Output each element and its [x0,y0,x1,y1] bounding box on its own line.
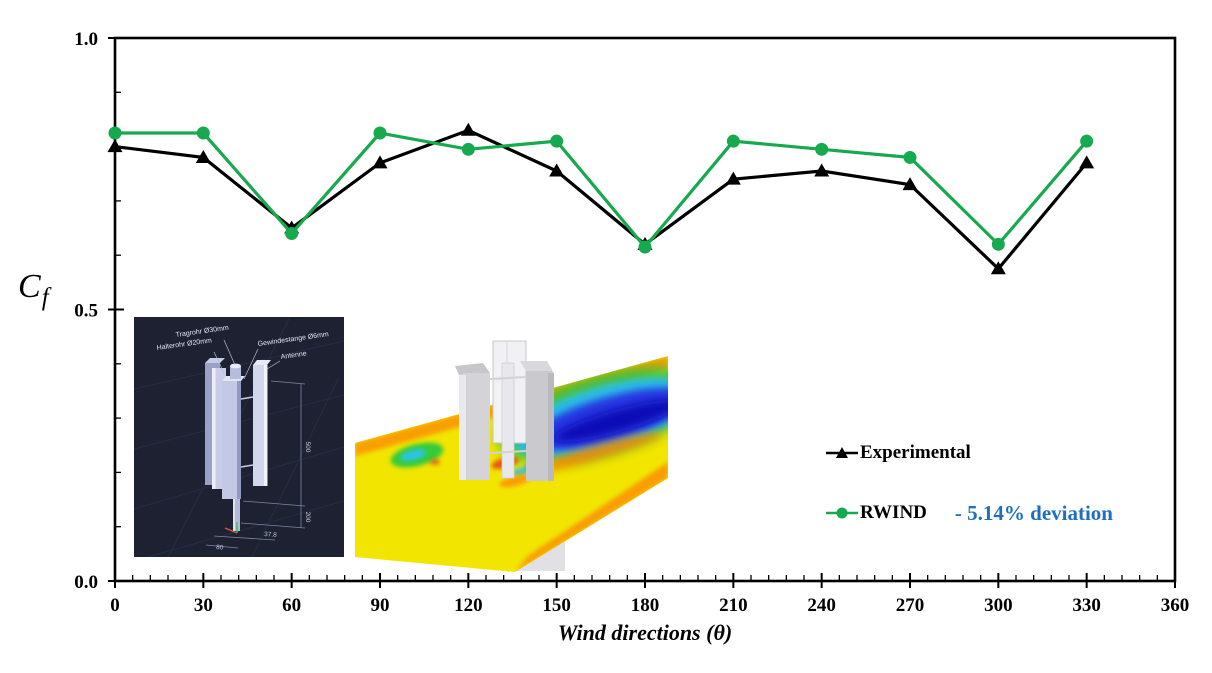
x-tick-label: 210 [719,595,748,616]
data-point-circle [373,126,387,140]
y-axis-label-symbol: C [18,268,41,305]
cad-label-antenne: Antenne [280,350,307,361]
x-tick-label: 360 [1161,595,1190,616]
experimental-marker-icon [826,447,858,458]
data-point-circle [1080,134,1094,148]
data-point-triangle [460,122,476,136]
data-point-triangle [902,177,918,191]
x-tick-label: 330 [1072,595,1101,616]
data-point-circle [108,126,122,140]
x-tick-label: 300 [984,595,1013,616]
x-tick-label: 240 [807,595,836,616]
cfd-inset [355,333,673,574]
data-point-triangle [107,139,123,153]
cad-leader-lines [213,339,281,380]
x-axis-title: Wind directions (θ) [557,620,733,645]
data-point-circle [991,237,1005,251]
cad-dimension-lines [205,380,306,549]
x-tick-label: 60 [282,595,301,616]
data-point-triangle [372,155,388,169]
x-tick-label: 150 [542,595,571,616]
data-point-circle [196,126,210,140]
plot-frame [113,36,1177,583]
cfd-structure [455,340,554,481]
x-tick-label: 90 [371,595,390,616]
cad-drawing: 500 200 37.8 80 Tragrohr Ø30mm Halterohr… [133,316,345,562]
cad-inset: 500 200 37.8 80 Tragrohr Ø30mm Halterohr… [133,316,345,562]
x-tick-label: 120 [454,595,483,616]
data-point-triangle [814,163,830,177]
cad-dim-base: 80 [216,544,224,552]
data-point-triangle [990,261,1006,275]
x-tick-label: 0 [110,595,120,616]
legend: Experimental RWIND - 5.14% deviation [826,441,1113,525]
cad-axis-x-red [224,527,238,534]
cad-structure [205,358,271,534]
x-tick-label: 270 [896,595,925,616]
legend-label-experimental: Experimental [860,442,971,463]
legend-item-rwind: RWIND - 5.14% deviation [826,501,1113,525]
data-point-triangle [195,149,211,163]
data-point-circle [726,134,740,148]
data-point-triangle [725,171,741,185]
y-axis-label-subscript: f [41,284,49,311]
x-tick-label: 180 [631,595,660,616]
legend-label-rwind: RWIND [860,502,927,523]
y-axis-label: Cf [18,268,49,312]
cad-dim-lower: 200 [304,512,311,523]
data-point-circle [638,240,652,254]
x-tick-label: 30 [194,595,213,616]
y-tick-label: 0.0 [74,572,98,593]
cfd-flow-field [355,356,668,572]
cad-dim-offset: 37.8 [264,531,277,539]
data-point-circle [550,134,564,148]
legend-item-experimental: Experimental [826,441,1113,465]
rwind-marker-icon [826,507,858,519]
data-point-triangle [1079,155,1095,169]
y-tick-label: 0.5 [74,301,98,322]
data-point-circle [815,142,829,156]
data-point-circle [903,150,917,164]
data-point-triangle [549,163,565,177]
data-point-circle [285,226,299,240]
cfd-simulation [355,340,668,572]
cad-dim-upper: 500 [304,442,311,453]
data-point-circle [461,142,475,156]
deviation-note: - 5.14% deviation [954,500,1113,525]
y-tick-label: 1.0 [74,29,98,50]
series-line-rwind [115,131,1088,250]
